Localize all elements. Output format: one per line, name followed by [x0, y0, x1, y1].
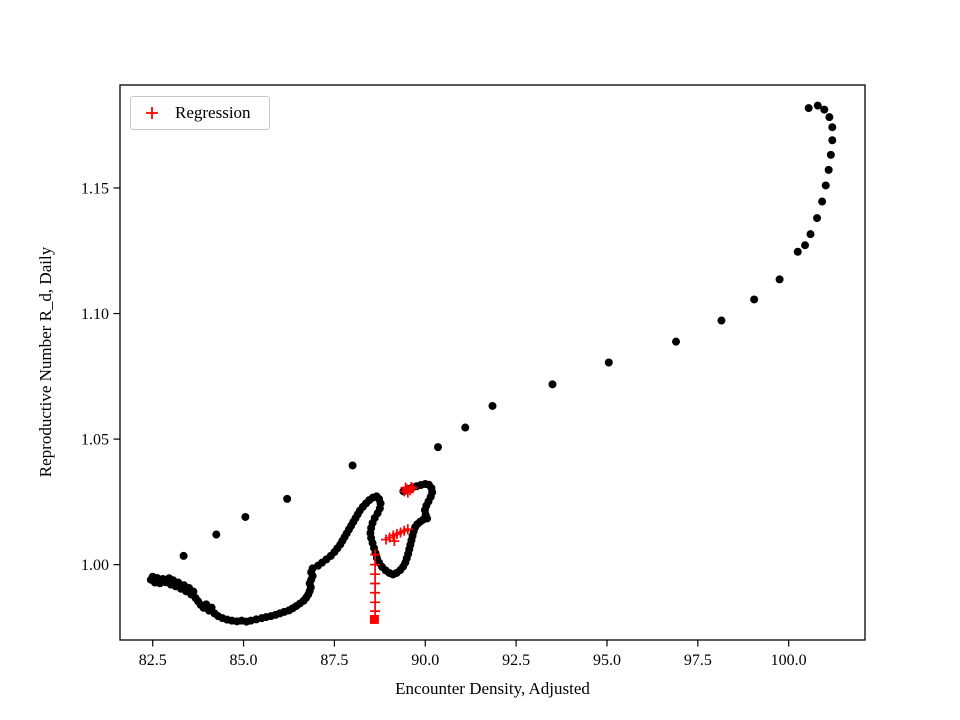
- data-point: [283, 494, 292, 503]
- data-point: [461, 423, 470, 432]
- regression-point: [370, 587, 381, 598]
- regression-point: [370, 578, 381, 589]
- x-tick-label: 100.0: [771, 652, 807, 669]
- legend: Regression: [130, 96, 270, 130]
- data-point: [189, 587, 198, 596]
- y-axis-label: Reproductive Number R_d, Daily: [36, 246, 55, 478]
- regression-point: [370, 569, 381, 580]
- data-point: [423, 514, 432, 523]
- data-point: [717, 316, 726, 325]
- x-tick-label: 85.0: [230, 652, 258, 669]
- data-point: [813, 101, 822, 110]
- y-tick-label: 1.15: [81, 180, 109, 197]
- data-point: [433, 443, 442, 452]
- x-tick-label: 90.0: [411, 652, 439, 669]
- data-point: [806, 230, 815, 239]
- data-point: [548, 380, 557, 389]
- regression-point: [400, 482, 411, 493]
- data-point: [241, 512, 250, 521]
- x-tick-label: 92.5: [502, 652, 530, 669]
- regression-point: [370, 549, 381, 560]
- data-point: [804, 104, 813, 113]
- y-tick-label: 1.00: [81, 557, 109, 574]
- x-axis-label: Encounter Density, Adjusted: [395, 679, 590, 698]
- data-point: [813, 214, 822, 223]
- data-point: [828, 123, 837, 132]
- data-point: [604, 358, 613, 367]
- x-tick-label: 97.5: [684, 652, 712, 669]
- data-point: [212, 530, 221, 539]
- x-tick-label: 82.5: [139, 652, 167, 669]
- regression-point: [389, 536, 400, 547]
- x-tick-label: 95.0: [593, 652, 621, 669]
- regression-point: [402, 487, 413, 498]
- data-point: [825, 113, 834, 122]
- data-point: [750, 295, 759, 304]
- regression-endpoint: [369, 614, 379, 624]
- data-point: [793, 247, 802, 256]
- data-point: [348, 461, 357, 470]
- data-point: [824, 165, 833, 174]
- regression-point: [370, 559, 381, 570]
- data-point: [801, 241, 810, 250]
- regression-point: [370, 606, 381, 617]
- data-point: [820, 105, 829, 114]
- data-point: [821, 181, 830, 190]
- regression-point: [402, 524, 413, 535]
- regression-point: [370, 597, 381, 608]
- y-tick-label: 1.05: [81, 432, 109, 449]
- data-point: [488, 401, 497, 410]
- data-point: [775, 275, 784, 284]
- x-tick-label: 87.5: [320, 652, 348, 669]
- data-point: [828, 136, 837, 145]
- y-tick-label: 1.10: [81, 306, 109, 323]
- data-point: [672, 337, 681, 346]
- data-point: [179, 551, 188, 560]
- regression-plus-icon: [145, 106, 159, 120]
- data-point: [826, 150, 835, 159]
- axes-border: [119, 84, 866, 641]
- data-point: [818, 197, 827, 206]
- legend-label: Regression: [175, 103, 251, 122]
